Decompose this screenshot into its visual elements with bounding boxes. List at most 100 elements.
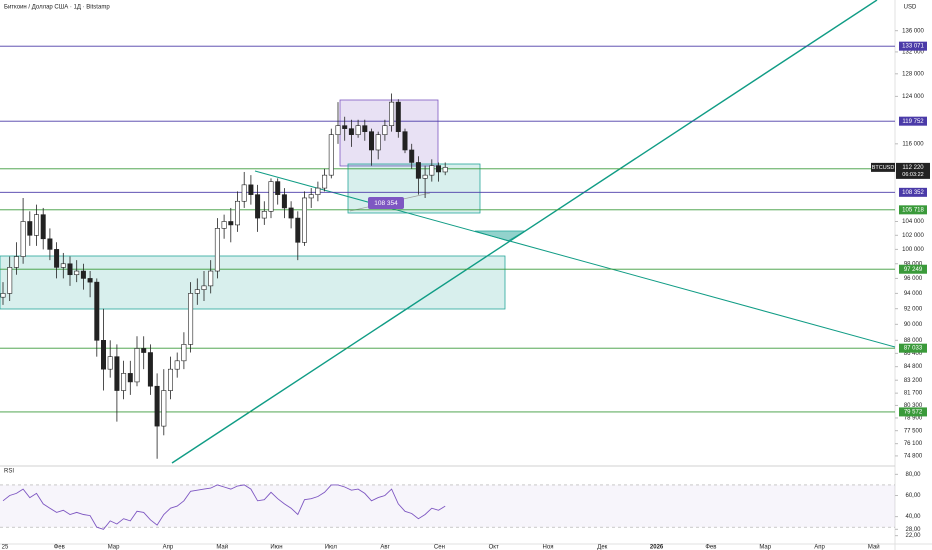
candle-body: [181, 344, 187, 362]
candle-body: [147, 352, 153, 387]
x-tick-label: Ноя: [543, 545, 554, 550]
y-tick-label: 100 000: [902, 247, 924, 253]
candle-body: [40, 214, 46, 240]
price-label: 108 352: [902, 190, 924, 196]
candle-body: [301, 197, 307, 243]
y-tick-label: 83 200: [904, 378, 923, 384]
y-tick-label: 92 000: [904, 306, 923, 312]
y-tick-label: 78 900: [904, 416, 923, 422]
candle-body: [288, 207, 294, 219]
candle-body: [127, 373, 133, 383]
candle-body: [248, 184, 254, 195]
x-tick-label: Май: [216, 544, 228, 550]
range-box: [0, 255, 506, 310]
x-tick-label: Апр: [814, 545, 825, 550]
rsi-tick-label: 80,00: [905, 472, 921, 478]
candle-body: [315, 187, 321, 195]
x-tick-label: Дек: [597, 545, 607, 550]
candle-body: [141, 348, 147, 353]
candle-body: [101, 340, 107, 370]
price-label: 105 718: [902, 207, 924, 213]
candle-body: [60, 263, 66, 268]
candle-body: [80, 270, 86, 279]
y-tick-label: 88 000: [904, 338, 923, 344]
range-box: [347, 163, 481, 214]
candle-body: [435, 165, 441, 173]
price-label: 87 033: [904, 346, 923, 352]
candle-body: [221, 221, 227, 229]
y-tick-label: 98 000: [904, 261, 923, 267]
rsi-line: [2, 484, 446, 530]
candle-body: [168, 368, 174, 391]
candle-body: [395, 101, 401, 132]
candle-body: [228, 221, 234, 226]
y-tick-label: 128 000: [902, 71, 924, 77]
y-tick-label: 136 000: [902, 28, 924, 34]
annotation-box: [368, 197, 404, 209]
candle-body: [74, 270, 80, 276]
candle-body: [422, 174, 428, 179]
y-tick-label: 90 000: [904, 322, 923, 328]
candle-body: [107, 356, 113, 370]
candle-body: [281, 194, 287, 209]
y-tick-label: 124 000: [902, 94, 924, 100]
price-label-box: [899, 116, 927, 126]
price-label-box: [899, 187, 927, 197]
last-price: 112 220: [902, 165, 924, 171]
candle-body: [442, 167, 448, 173]
x-tick-label: Июл: [325, 545, 338, 550]
x-tick-label: 2026: [650, 545, 664, 550]
candle-body: [27, 221, 33, 236]
x-tick-label: Авг: [380, 545, 390, 550]
rsi-tick-label: 28,00: [905, 527, 921, 533]
candle-body: [154, 385, 160, 427]
candle-body: [409, 149, 415, 163]
candle-body: [201, 285, 207, 290]
range-box: [339, 99, 439, 167]
countdown: 06:03:22: [902, 172, 923, 178]
y-tick-label: 132 000: [902, 49, 924, 55]
candle-body: [214, 228, 220, 272]
candle-body: [429, 165, 435, 176]
trend-line: [171, 0, 878, 464]
x-tick-label: Мар: [108, 545, 120, 550]
candle-body: [208, 270, 214, 287]
candle-body: [121, 373, 127, 391]
price-label: 97 249: [904, 267, 923, 273]
candle-body: [188, 293, 194, 345]
candle-body: [275, 181, 281, 195]
candle-body: [0, 293, 6, 298]
x-tick-label: Фев: [54, 545, 65, 550]
candle-body: [114, 356, 120, 391]
y-tick-label: 86 400: [904, 351, 923, 357]
x-tick-label: Мар: [759, 545, 771, 550]
candle-body: [194, 289, 200, 294]
candle-body: [375, 134, 381, 151]
candle-body: [322, 174, 328, 189]
candle-body: [235, 200, 241, 226]
candle-body: [295, 217, 301, 243]
price-label-box: [899, 407, 927, 417]
x-tick-label: Фев: [705, 545, 716, 550]
rsi-band: [0, 484, 895, 528]
candle-body: [402, 131, 408, 151]
y-tick-label: 77 500: [904, 428, 923, 434]
candle-body: [47, 238, 53, 250]
y-tick-label: 84 800: [904, 364, 923, 370]
price-label: 133 071: [902, 44, 924, 50]
candle-body: [415, 162, 421, 179]
symbol-label: BTCUSD: [872, 165, 895, 171]
candle-body: [54, 249, 60, 268]
last-price-box: [896, 162, 930, 179]
candle-body: [261, 211, 267, 219]
y-tick-label: 116 000: [902, 141, 924, 147]
candle-body: [67, 263, 73, 276]
y-tick-label: 104 000: [902, 219, 924, 225]
symbol-box: [871, 162, 895, 172]
currency: USD: [904, 5, 917, 11]
candle-body: [20, 221, 26, 257]
y-tick-label: 94 000: [904, 291, 923, 297]
rsi-tick-label: 22,00: [905, 533, 921, 539]
